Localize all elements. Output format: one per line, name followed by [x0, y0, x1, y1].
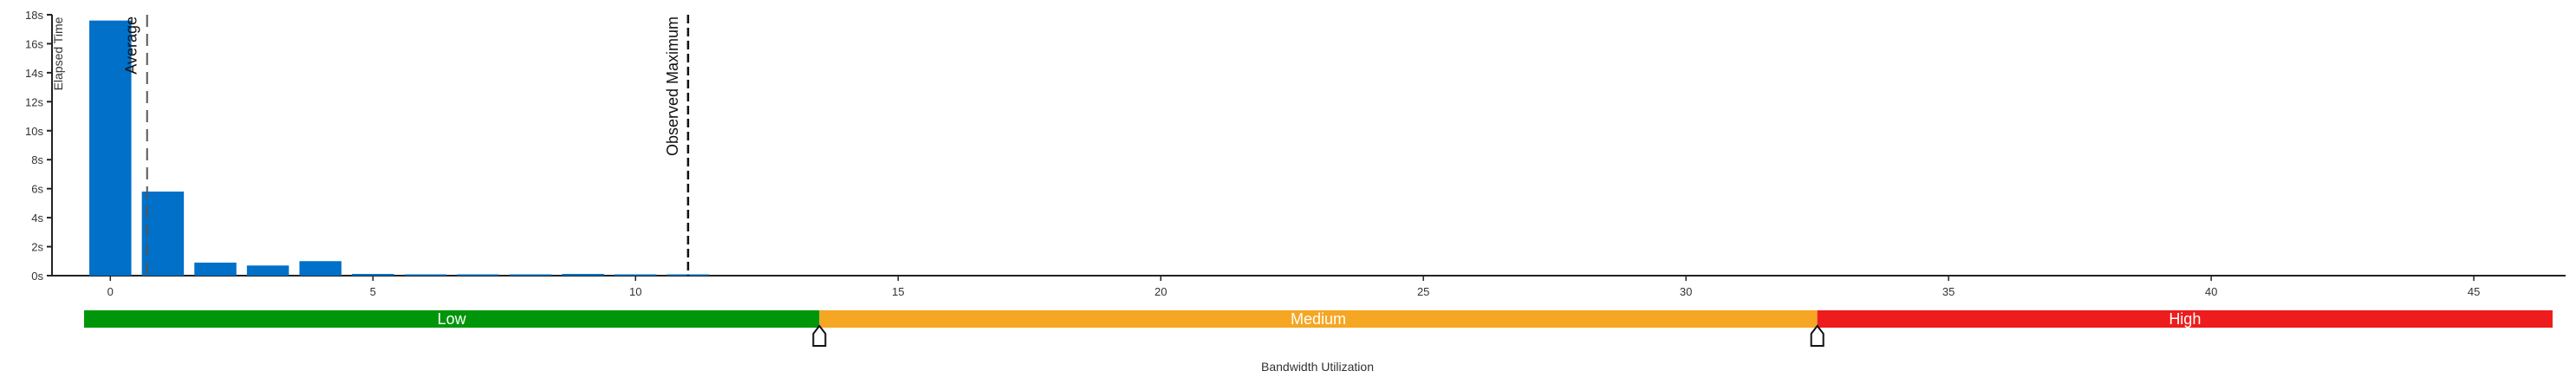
utilization-band — [84, 310, 820, 328]
y-tick-label: 8s — [31, 153, 43, 166]
y-tick-label: 10s — [25, 125, 43, 138]
x-tick-label: 35 — [1942, 285, 1955, 298]
utilization-band — [819, 310, 1818, 328]
y-tick-label: 14s — [25, 67, 43, 80]
x-tick-label: 30 — [1680, 285, 1692, 298]
bar — [352, 273, 394, 276]
reference-line-label: Observed Maximum — [664, 16, 681, 156]
x-tick-label: 40 — [2205, 285, 2217, 298]
x-axis: 0 5 10 15 20 25 30 35 40 45 — [52, 275, 2566, 298]
band-label: Low — [438, 310, 467, 328]
reference-line-label: Average — [123, 16, 140, 75]
x-axis-title: Bandwidth Utilization — [1261, 360, 1374, 374]
bar — [194, 262, 237, 276]
y-axis-title: Elapsed Time — [51, 16, 65, 90]
bar — [509, 274, 552, 276]
y-tick-label: 2s — [31, 241, 43, 254]
threshold-marker-icon[interactable] — [1810, 324, 1825, 347]
x-tick-label: 15 — [892, 285, 904, 298]
bars — [89, 20, 710, 276]
band-label: Medium — [1291, 310, 1346, 328]
bar — [89, 20, 132, 276]
x-tick-label: 20 — [1155, 285, 1167, 298]
y-tick-label: 12s — [25, 95, 43, 108]
reference-lines: Average Observed Maximum — [123, 15, 690, 276]
bar — [141, 192, 185, 276]
x-tick-label: 0 — [107, 285, 114, 298]
bar — [615, 274, 657, 276]
y-tick-label: 4s — [31, 212, 43, 225]
y-axis: 0s 2s 4s 6s 8s 10s 12s 14s 16s 18s — [25, 9, 53, 283]
y-tick-label: 18s — [25, 9, 43, 22]
bar — [562, 273, 604, 276]
bar — [457, 274, 499, 276]
y-tick-label: 0s — [31, 270, 43, 283]
threshold-marker-icon[interactable] — [812, 324, 827, 347]
utilization-bands: Low Medium High — [84, 310, 2553, 328]
band-label: High — [2169, 310, 2201, 328]
y-tick-label: 16s — [25, 37, 43, 50]
bar — [404, 274, 447, 276]
x-tick-label: 45 — [2468, 285, 2480, 298]
x-tick-label: 10 — [629, 285, 641, 298]
x-tick-label: 25 — [1417, 285, 1429, 298]
y-tick-label: 6s — [31, 183, 43, 196]
bar — [299, 261, 342, 276]
threshold-markers — [812, 324, 1825, 347]
x-tick-label: 5 — [370, 285, 376, 298]
bar — [246, 265, 289, 276]
utilization-band — [1817, 310, 2553, 328]
